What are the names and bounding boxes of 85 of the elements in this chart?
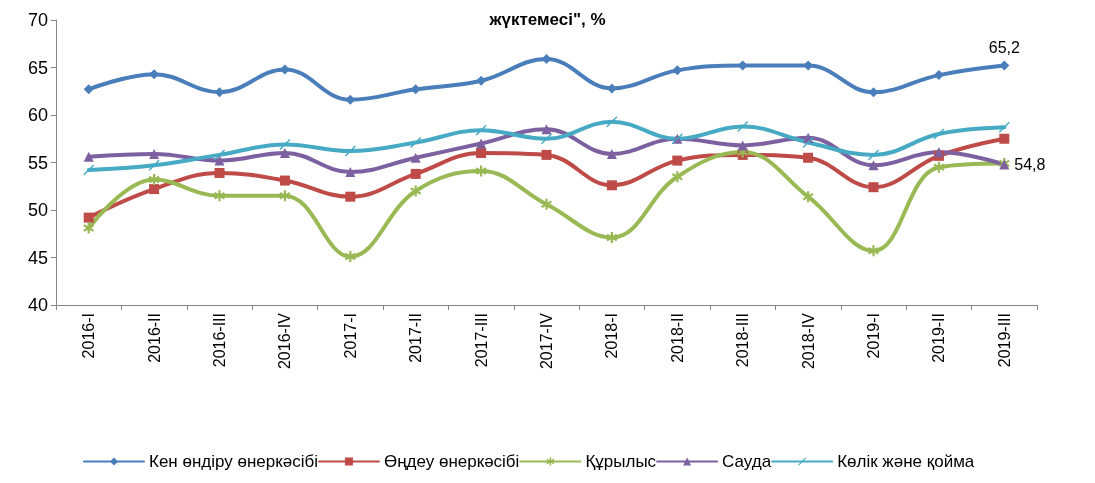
point	[476, 75, 487, 86]
point	[802, 137, 814, 149]
point	[868, 160, 879, 171]
point	[149, 148, 160, 159]
y-tick-label: 45	[27, 247, 48, 268]
point	[83, 222, 95, 234]
x-tick-label: 2018-IV	[799, 312, 817, 370]
point	[802, 191, 814, 203]
legend-label: Сауда	[722, 452, 772, 471]
point	[606, 148, 617, 159]
point	[541, 149, 552, 160]
x-tick-label: 2016-IV	[276, 312, 294, 370]
x-tick-label: 2018-I	[603, 313, 621, 359]
point	[933, 70, 944, 81]
point	[83, 84, 94, 95]
x-tick-label: 2017-IV	[538, 312, 555, 370]
x-tick-label: 2016-II	[145, 313, 163, 363]
y-tick-label: 40	[27, 295, 48, 315]
point	[475, 165, 487, 177]
point	[671, 171, 683, 183]
point	[541, 133, 552, 145]
point	[83, 151, 94, 162]
point	[279, 190, 291, 202]
point	[933, 128, 945, 140]
x-tick-label: 2018-III	[734, 313, 752, 368]
point	[344, 251, 356, 263]
point	[345, 167, 356, 177]
point	[279, 175, 290, 186]
point	[541, 198, 552, 210]
point	[606, 180, 617, 191]
point	[83, 212, 94, 223]
legend-label: Өңдеу өнеркәсібі	[383, 452, 520, 471]
point	[998, 121, 1010, 133]
point	[803, 152, 814, 163]
legend-label: Кен өндіру өнеркәсібі	[149, 452, 318, 471]
point	[606, 232, 618, 244]
point	[279, 148, 290, 158]
point	[737, 140, 748, 151]
x-tick-label: 2017-III	[472, 313, 490, 368]
point	[475, 124, 487, 136]
point	[410, 137, 422, 149]
point	[476, 138, 487, 149]
point	[148, 159, 160, 171]
point	[149, 184, 160, 195]
y-tick-label: 70	[27, 10, 48, 30]
point	[999, 133, 1010, 144]
point	[410, 185, 422, 197]
point	[606, 116, 618, 128]
chart-title: жүктемесі", %	[488, 10, 606, 29]
point	[214, 149, 225, 161]
x-tick-label: 2016-III	[211, 313, 228, 368]
point	[214, 167, 225, 178]
data-label: 65,2	[988, 39, 1020, 57]
point	[868, 245, 879, 257]
point	[672, 155, 683, 166]
point	[737, 120, 749, 132]
y-tick-label: 60	[27, 105, 48, 125]
point	[868, 182, 879, 193]
x-tick-label: 2017-I	[341, 313, 359, 359]
point	[279, 138, 291, 150]
point	[672, 65, 683, 76]
point	[345, 191, 356, 202]
legend-label: Көлік және қойма	[837, 452, 975, 471]
data-label: 54,8	[1014, 155, 1046, 173]
point	[410, 168, 421, 179]
x-tick-label: 2019-I	[865, 313, 882, 359]
y-tick-label: 65	[27, 57, 48, 78]
x-tick-label: 2018-II	[668, 313, 686, 363]
x-tick-label: 2016-I	[80, 313, 98, 359]
point	[410, 152, 421, 163]
point	[214, 190, 225, 202]
point	[344, 145, 356, 157]
legend-label: Құрылыс	[585, 452, 657, 471]
point	[541, 124, 552, 135]
point	[476, 148, 487, 158]
y-tick-label: 55	[27, 152, 48, 173]
point	[214, 155, 225, 166]
x-tick-label: 2017-II	[407, 313, 425, 363]
point	[933, 161, 945, 173]
point	[868, 149, 879, 161]
point	[148, 174, 160, 186]
point	[83, 164, 95, 176]
x-tick-label: 2019-III	[995, 313, 1013, 368]
y-tick-label: 50	[27, 200, 48, 220]
x-tick-label: 2019-II	[930, 313, 948, 363]
